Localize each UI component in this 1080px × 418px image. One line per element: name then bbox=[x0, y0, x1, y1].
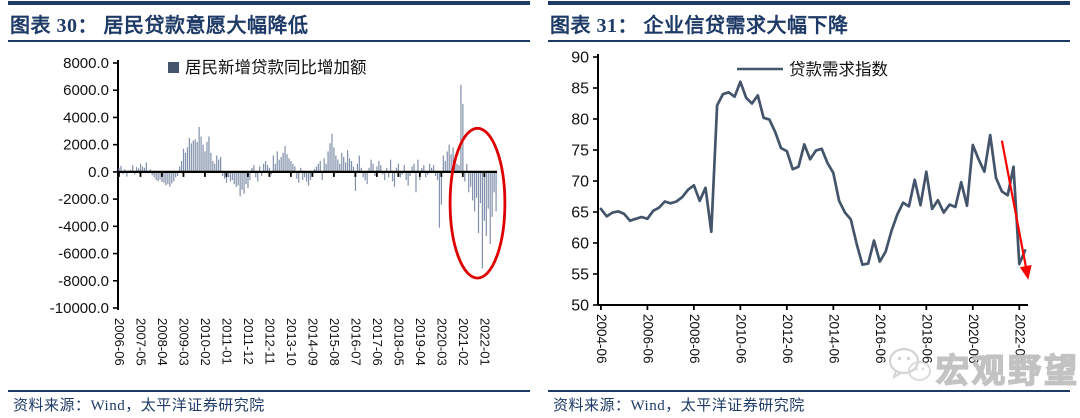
source-topline bbox=[8, 390, 530, 392]
svg-text:6000.0: 6000.0 bbox=[63, 82, 109, 99]
svg-text:2013-10: 2013-10 bbox=[284, 318, 299, 366]
svg-text:-10000.0: -10000.0 bbox=[50, 300, 109, 317]
svg-text:50: 50 bbox=[571, 298, 589, 315]
svg-text:-6000.0: -6000.0 bbox=[58, 246, 109, 263]
legend-swatch bbox=[168, 62, 179, 73]
svg-text:80: 80 bbox=[571, 112, 589, 129]
y-axis-labels: 8000.0 6000.0 4000.0 2000.0 0.0 -2000.0 -4000.… bbox=[50, 55, 118, 317]
household-loan-bar-chart: 8000.0 6000.0 4000.0 2000.0 0.0 -2000.0 -4000.… bbox=[0, 48, 540, 390]
svg-text:2010-06: 2010-06 bbox=[733, 314, 748, 364]
bar-chart-svg: 8000.0 6000.0 4000.0 2000.0 0.0 -2000.0 -4000.… bbox=[50, 55, 507, 366]
svg-text:2008-06: 2008-06 bbox=[687, 314, 702, 364]
svg-text:-2000.0: -2000.0 bbox=[58, 191, 109, 208]
svg-text:2022-06: 2022-06 bbox=[1012, 314, 1027, 364]
loan-demand-line bbox=[599, 80, 1027, 267]
svg-text:60: 60 bbox=[571, 236, 589, 253]
svg-text:2016-07: 2016-07 bbox=[348, 318, 363, 366]
svg-text:2009-03: 2009-03 bbox=[176, 318, 191, 366]
legend: 居民新增贷款同比增加额 bbox=[168, 58, 367, 77]
svg-text:70: 70 bbox=[571, 174, 589, 191]
svg-text:2000.0: 2000.0 bbox=[63, 137, 109, 154]
svg-text:2021-02: 2021-02 bbox=[456, 318, 471, 366]
svg-text:-8000.0: -8000.0 bbox=[58, 273, 109, 290]
source-topline bbox=[548, 390, 1070, 392]
svg-text:2015-08: 2015-08 bbox=[327, 318, 342, 366]
y-axis-labels: 90 85 80 75 70 65 60 55 50 bbox=[571, 50, 598, 315]
legend-label: 贷款需求指数 bbox=[789, 60, 889, 79]
svg-text:85: 85 bbox=[571, 81, 589, 98]
svg-text:2010-02: 2010-02 bbox=[198, 318, 213, 366]
figure-31-title: 图表 31： 企业信贷需求大幅下降 bbox=[550, 15, 849, 37]
svg-text:2020-03: 2020-03 bbox=[434, 318, 449, 366]
figure-30-panel: 图表 30： 居民贷款意愿大幅降低 8000.0 6000.0 4000.0 2000… bbox=[0, 1, 540, 414]
svg-text:2018-06: 2018-06 bbox=[919, 314, 934, 364]
svg-text:2019-04: 2019-04 bbox=[413, 318, 428, 366]
legend-label: 居民新增贷款同比增加额 bbox=[185, 58, 367, 77]
svg-text:2006-06: 2006-06 bbox=[640, 314, 655, 364]
svg-text:2014-06: 2014-06 bbox=[826, 314, 841, 364]
x-axis-labels: 2004-06 2006-06 2008-06 2010-06 2012-06 2014-… bbox=[594, 305, 1027, 364]
svg-text:2006-06: 2006-06 bbox=[112, 318, 127, 366]
loan-demand-line-chart: 90 85 80 75 70 65 60 55 50 2004-06 2006-06 2008-06 2… bbox=[540, 48, 1080, 390]
top-rule bbox=[548, 1, 1070, 5]
svg-text:2016-06: 2016-06 bbox=[873, 314, 888, 364]
svg-text:55: 55 bbox=[571, 267, 589, 284]
highlight-ellipse bbox=[448, 126, 507, 280]
svg-text:2022-01: 2022-01 bbox=[477, 318, 492, 366]
svg-text:2012-11: 2012-11 bbox=[262, 318, 277, 365]
top-rule bbox=[8, 1, 530, 5]
svg-text:2007-05: 2007-05 bbox=[133, 318, 148, 366]
svg-text:75: 75 bbox=[571, 143, 589, 160]
svg-text:2020-06: 2020-06 bbox=[966, 314, 981, 364]
svg-text:2004-06: 2004-06 bbox=[594, 314, 609, 364]
svg-text:2012-06: 2012-06 bbox=[780, 314, 795, 364]
figure-31-source: 资料来源：Wind，太平洋证券研究院 bbox=[553, 398, 805, 414]
svg-text:2014-09: 2014-09 bbox=[305, 318, 320, 366]
svg-text:65: 65 bbox=[571, 205, 589, 222]
title-underline bbox=[548, 40, 1070, 42]
svg-text:2008-04: 2008-04 bbox=[155, 318, 170, 366]
svg-text:8000.0: 8000.0 bbox=[63, 55, 109, 72]
svg-text:-4000.0: -4000.0 bbox=[58, 218, 109, 235]
svg-text:2011-01: 2011-01 bbox=[219, 318, 234, 365]
x-axis-labels: 2006-06 2007-05 2008-04 2009-03 2010-02 2011-… bbox=[112, 171, 492, 366]
svg-text:2011-12: 2011-12 bbox=[241, 318, 256, 365]
figure-30-source: 资料来源：Wind，太平洋证券研究院 bbox=[13, 398, 265, 414]
legend: 贷款需求指数 bbox=[737, 60, 889, 79]
svg-text:4000.0: 4000.0 bbox=[63, 109, 109, 126]
svg-text:2018-05: 2018-05 bbox=[391, 318, 406, 366]
svg-text:0.0: 0.0 bbox=[88, 164, 109, 181]
figure-31-panel: 图表 31： 企业信贷需求大幅下降 90 85 80 75 70 65 60 55 50 2004… bbox=[540, 0, 1080, 418]
bars-group bbox=[118, 84, 497, 269]
svg-text:2017-06: 2017-06 bbox=[370, 318, 385, 366]
svg-text:90: 90 bbox=[571, 50, 589, 67]
decline-arrow bbox=[1000, 140, 1032, 280]
title-underline bbox=[8, 40, 530, 42]
figure-30-title: 图表 30： 居民贷款意愿大幅降低 bbox=[10, 15, 309, 37]
